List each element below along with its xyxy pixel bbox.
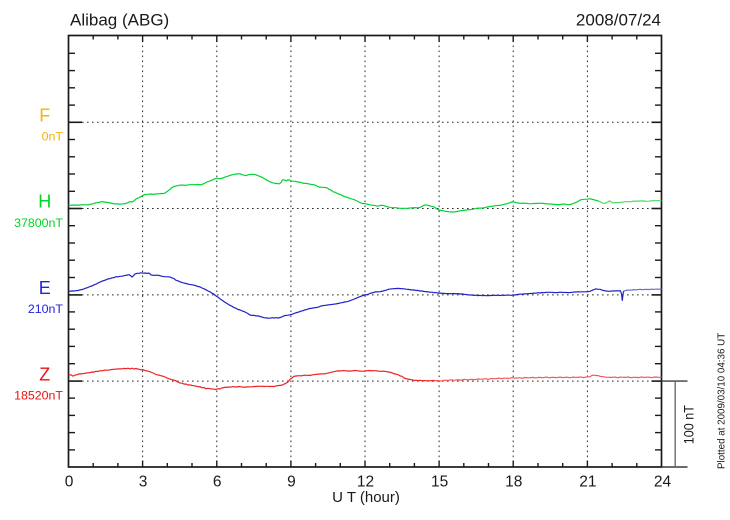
svg-text:2008/07/24: 2008/07/24 xyxy=(576,11,661,30)
svg-text:H: H xyxy=(38,192,51,212)
svg-text:6: 6 xyxy=(213,474,222,491)
svg-text:37800nT: 37800nT xyxy=(14,216,63,230)
svg-text:F: F xyxy=(39,106,50,126)
svg-text:Z: Z xyxy=(39,364,50,384)
svg-text:3: 3 xyxy=(139,474,148,491)
svg-text:18520nT: 18520nT xyxy=(14,388,63,402)
svg-text:0: 0 xyxy=(65,474,74,491)
svg-text:15: 15 xyxy=(431,474,448,491)
svg-text:100 nT: 100 nT xyxy=(681,405,697,444)
svg-text:U T (hour): U T (hour) xyxy=(332,489,400,506)
svg-text:Alibag (ABG): Alibag (ABG) xyxy=(70,11,169,30)
svg-text:9: 9 xyxy=(287,474,296,491)
svg-text:E: E xyxy=(39,278,51,298)
svg-text:21: 21 xyxy=(579,474,596,491)
svg-text:Plotted at 2009/03/10 04:36 UT: Plotted at 2009/03/10 04:36 UT xyxy=(717,333,728,469)
svg-text:24: 24 xyxy=(654,474,672,491)
svg-text:0nT: 0nT xyxy=(42,130,64,144)
svg-text:210nT: 210nT xyxy=(28,302,64,316)
svg-text:12: 12 xyxy=(357,474,374,491)
svg-text:18: 18 xyxy=(505,474,522,491)
